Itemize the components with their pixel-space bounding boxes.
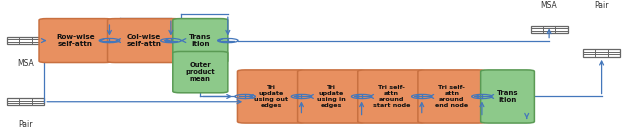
- Text: Outer
product
mean: Outer product mean: [186, 62, 215, 82]
- Bar: [583, 50, 620, 57]
- Text: MSA: MSA: [17, 59, 34, 68]
- Bar: [7, 98, 44, 105]
- FancyBboxPatch shape: [298, 70, 365, 123]
- Text: Trans
ition: Trans ition: [497, 90, 518, 103]
- FancyBboxPatch shape: [237, 70, 305, 123]
- Text: Pair: Pair: [19, 120, 33, 129]
- FancyBboxPatch shape: [418, 70, 486, 123]
- Text: Col-wise
self-attn: Col-wise self-attn: [127, 34, 161, 47]
- FancyBboxPatch shape: [173, 19, 228, 63]
- Text: Tri
update
using out
edges: Tri update using out edges: [254, 85, 289, 108]
- Text: Tri
update
using in
edges: Tri update using in edges: [317, 85, 346, 108]
- Text: MSA: MSA: [541, 1, 557, 10]
- FancyBboxPatch shape: [108, 19, 180, 63]
- Text: Trans
ition: Trans ition: [189, 34, 212, 47]
- FancyBboxPatch shape: [358, 70, 426, 123]
- FancyBboxPatch shape: [39, 19, 112, 63]
- Text: Tri self-
attn
around
start node: Tri self- attn around start node: [373, 85, 410, 108]
- Text: Pair: Pair: [595, 1, 609, 10]
- Text: Tri self-
attn
around
end node: Tri self- attn around end node: [435, 85, 468, 108]
- Bar: [7, 37, 44, 44]
- FancyBboxPatch shape: [481, 70, 534, 123]
- Bar: [531, 26, 568, 33]
- FancyBboxPatch shape: [173, 51, 228, 93]
- Text: Row-wise
self-attn: Row-wise self-attn: [56, 34, 95, 47]
